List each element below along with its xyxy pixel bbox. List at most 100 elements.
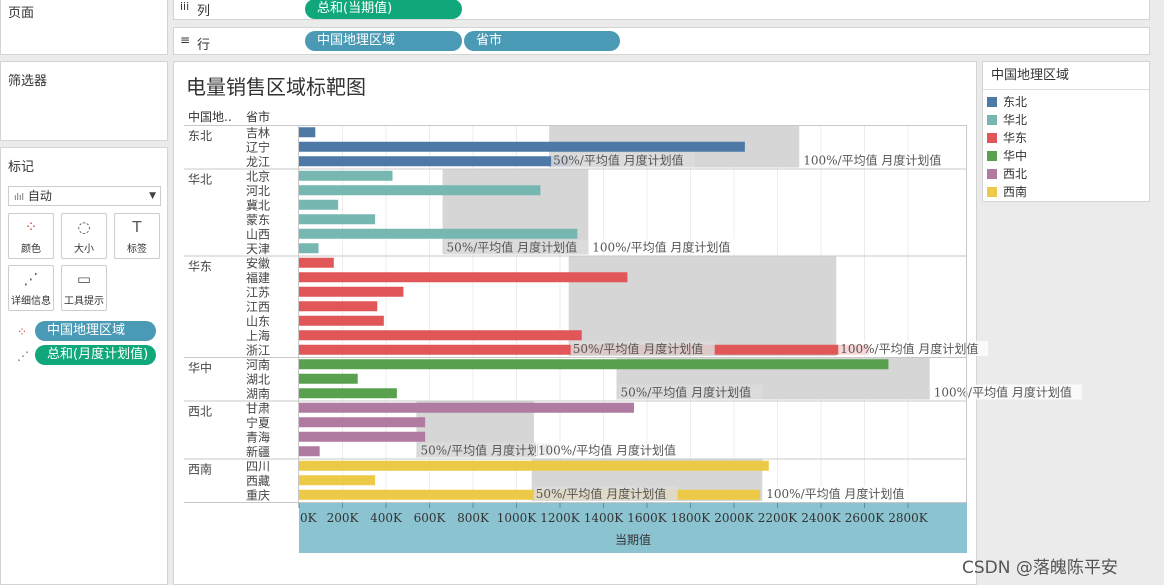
ref-label-100: 100%/平均值 月度计划值: [766, 486, 904, 501]
bar: [299, 228, 578, 239]
color-field-icon: ⁘: [17, 325, 28, 339]
chart-title: 电量销售区域标靶图: [186, 75, 366, 99]
x-tick-label: 0K: [300, 511, 318, 525]
detail-dots-icon: ⋰: [23, 270, 39, 288]
x-axis-band: [299, 503, 967, 553]
columns-shelf[interactable]: iii 列 总和(当期值): [173, 0, 1150, 20]
legend-item[interactable]: 西北: [987, 166, 1027, 182]
bar: [299, 156, 571, 167]
rows-label: 行: [197, 38, 211, 53]
province-label: 湖北: [246, 371, 270, 386]
ref-label-50: 50%/平均值 月度计划值: [536, 486, 667, 501]
bar: [299, 272, 628, 283]
bar: [299, 315, 384, 326]
tooltip-card-label: 工具提示: [64, 296, 104, 307]
ref-label-bg: [931, 384, 1082, 400]
province-label: 上海: [246, 328, 270, 343]
legend-label: 西南: [1003, 185, 1028, 199]
bar: [299, 417, 426, 428]
rows-pill-province[interactable]: 省市: [464, 31, 620, 51]
rows-shelf[interactable]: ≡ 行 中国地理区域 省市: [173, 27, 1150, 55]
region-label: 东北: [188, 129, 212, 143]
province-label: 河南: [246, 357, 270, 372]
columns-label: 列: [197, 4, 211, 19]
ref-label-bg: [535, 442, 686, 458]
province-label: 重庆: [246, 488, 270, 502]
legend-item[interactable]: 东北: [987, 94, 1027, 110]
pages-title: 页面: [8, 6, 35, 21]
bar: [299, 460, 769, 471]
color-dots-icon: ⁘: [24, 218, 38, 236]
tooltip-bubble-icon: ▭: [76, 270, 92, 288]
x-tick-label: 800K: [457, 511, 490, 525]
province-label: 青海: [246, 429, 270, 444]
size-circle-icon: ◌: [77, 218, 91, 236]
rows-pill-region[interactable]: 中国地理区域: [305, 31, 462, 51]
bar: [299, 373, 358, 384]
legend-swatch: [987, 97, 997, 107]
ref-label-bg: [590, 239, 741, 255]
legend-swatch: [987, 169, 997, 179]
province-label: 北京: [246, 169, 270, 183]
detail-card[interactable]: ⋰ 详细信息: [8, 265, 54, 311]
x-tick-label: 1800K: [671, 511, 712, 525]
ref-label-100: 100%/平均值 月度计划值: [840, 341, 978, 356]
size-card[interactable]: ◌ 大小: [61, 213, 107, 259]
legend-label: 华东: [1003, 131, 1028, 145]
ref-label-100: 100%/平均值 月度计划值: [592, 240, 730, 255]
province-label: 甘肃: [246, 401, 270, 415]
x-tick-label: 200K: [327, 511, 360, 525]
x-tick-label: 2800K: [888, 511, 929, 525]
marks-field-region[interactable]: 中国地理区域: [35, 321, 156, 341]
province-label: 安徽: [246, 255, 270, 270]
ref-label-50: 50%/平均值 月度计划值: [420, 443, 551, 458]
filters-title: 筛选器: [8, 74, 48, 89]
x-tick-label: 2400K: [801, 511, 842, 525]
x-tick-label: 1200K: [540, 511, 581, 525]
mark-type-dropdown[interactable]: ılıl 自动 ▼: [8, 186, 161, 206]
ref-label-bg: [838, 341, 989, 356]
region-label: 西南: [188, 462, 212, 477]
color-card[interactable]: ⁘ 颜色: [8, 213, 54, 259]
ref-label-bg: [764, 486, 915, 501]
watermark: CSDN @落魄陈平安: [962, 558, 1118, 578]
bar: [299, 301, 378, 312]
label-card-label: 标签: [127, 244, 147, 255]
legend-item[interactable]: 华东: [987, 130, 1027, 146]
legend-swatch: [987, 187, 997, 197]
ref-label-bg: [801, 152, 952, 168]
province-label: 河北: [246, 184, 270, 198]
region-label: 华东: [188, 260, 212, 274]
province-label: 冀北: [246, 198, 270, 212]
bar: [299, 330, 582, 341]
legend-title: 中国地理区域: [983, 62, 1149, 90]
legend-swatch: [987, 115, 997, 125]
legend-item[interactable]: 华北: [987, 112, 1027, 128]
ref-label-bg: [418, 442, 563, 458]
ref-label-100: 100%/平均值 月度计划值: [803, 153, 941, 168]
bar: [299, 388, 397, 399]
province-label: 蒙东: [246, 213, 270, 227]
legend-swatch: [987, 151, 997, 161]
marks-title: 标记: [8, 160, 35, 175]
ref-label-bg: [570, 341, 715, 356]
ref-label-bg: [533, 486, 678, 501]
label-card[interactable]: T 标签: [114, 213, 160, 259]
rows-icon: ≡: [180, 33, 191, 47]
ref-label-bg: [444, 239, 589, 255]
columns-icon: iii: [180, 0, 190, 13]
tooltip-card[interactable]: ▭ 工具提示: [61, 265, 107, 311]
legend-item[interactable]: 华中: [987, 148, 1027, 164]
region-label: 西北: [188, 405, 212, 419]
row-header-region: 中国地..: [188, 109, 232, 124]
filters-panel[interactable]: 筛选器: [0, 61, 168, 141]
legend-item[interactable]: 西南: [987, 184, 1027, 200]
bar: [299, 214, 376, 225]
columns-pill-current-value[interactable]: 总和(当期值): [305, 0, 462, 19]
x-tick-label: 1400K: [584, 511, 625, 525]
x-tick-label: 2200K: [758, 511, 799, 525]
marks-field-plan[interactable]: 总和(月度计划值): [35, 345, 156, 365]
bar: [299, 431, 426, 442]
region-label: 华北: [188, 173, 212, 187]
